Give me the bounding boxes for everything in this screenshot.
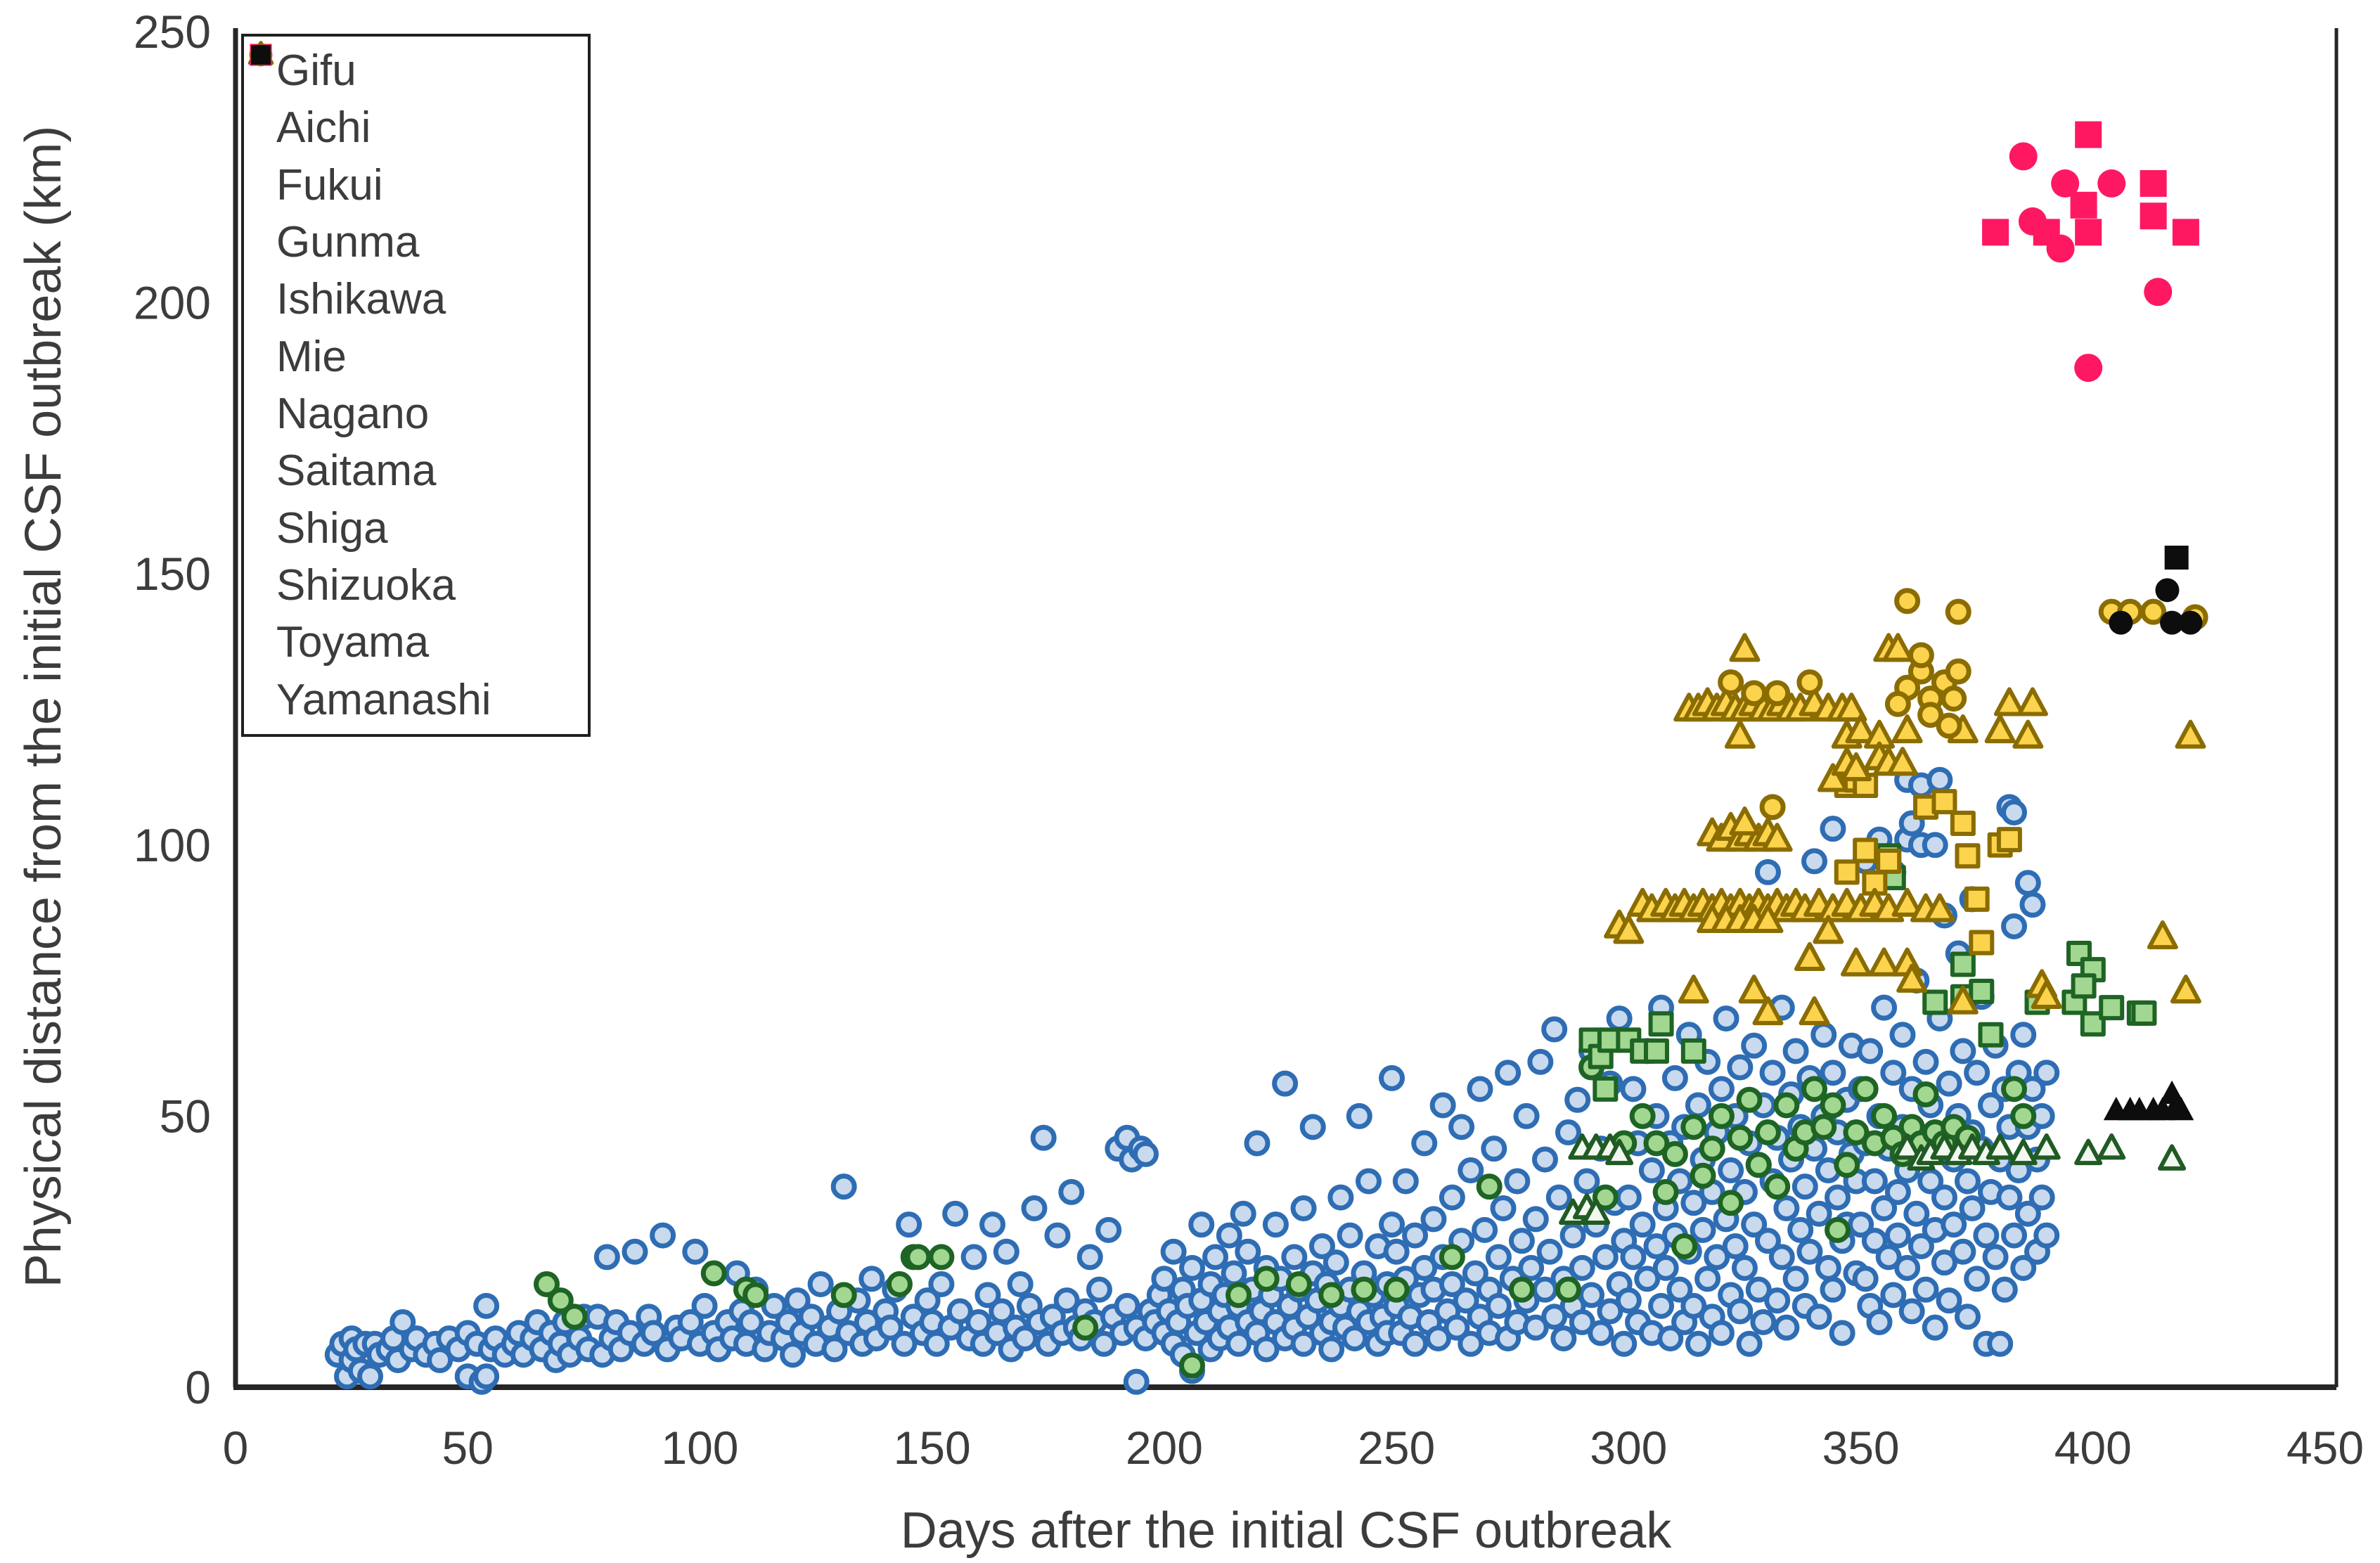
y-tick-label: 0	[185, 1361, 211, 1413]
series-toyama	[1718, 588, 2208, 821]
series-yamanashi	[2164, 546, 2189, 570]
series-aichi	[533, 1054, 2037, 1379]
legend-label: Aichi	[276, 103, 371, 153]
legend-item-ishikawa: Ishikawa	[244, 44, 588, 328]
legend-label: Mie	[276, 332, 347, 381]
legend-label: Ishikawa	[276, 275, 446, 324]
legend-item-yamanashi: Yamanashi	[244, 45, 588, 728]
legend-item-mie: Mie	[244, 41, 588, 385]
x-tick-label: 150	[894, 1422, 971, 1474]
legend-label: Toyama	[276, 618, 430, 667]
legend-item-fukui: Fukui	[244, 44, 588, 213]
series-shizuoka	[2109, 578, 2203, 635]
series-gifu	[324, 766, 2060, 1395]
series-nagano	[1604, 633, 2206, 1026]
legend-label: Fukui	[276, 160, 383, 210]
series-saitama	[1982, 121, 2199, 246]
y-tick-label: 150	[134, 548, 211, 600]
series-fukui	[1578, 843, 2157, 1102]
legend-item-saitama: Saitama	[244, 44, 588, 499]
y-tick-label: 50	[160, 1090, 211, 1142]
y-tick-label: 200	[134, 277, 211, 329]
legend-item-toyama: Toyama	[244, 44, 588, 671]
series-gunma	[2009, 142, 2173, 382]
x-tick-label: 50	[442, 1422, 494, 1474]
x-tick-label: 100	[661, 1422, 738, 1474]
y-axis-title: Physical distance from the initial CSF o…	[15, 125, 72, 1288]
legend-item-gunma: Gunma	[244, 43, 588, 271]
x-axis-title: Days after the initial CSF outbreak	[900, 1503, 1672, 1559]
x-tick-label: 0	[223, 1422, 249, 1474]
series-shiga	[2103, 1080, 2194, 1121]
x-tick-label: 300	[1590, 1422, 1667, 1474]
legend-item-shizuoka: Shizuoka	[244, 45, 588, 614]
legend-item-shiga: Shiga	[244, 43, 588, 556]
legend-item-aichi: Aichi	[244, 44, 588, 156]
yamanashi-marker-icon	[251, 45, 271, 65]
x-tick-label: 450	[2286, 1422, 2364, 1474]
legend-label: Yamanashi	[276, 675, 491, 724]
legend-label: Gunma	[276, 218, 420, 267]
legend-item-gifu: Gifu	[244, 43, 588, 99]
x-tick-label: 350	[1822, 1422, 1899, 1474]
y-tick-label: 100	[134, 819, 211, 871]
legend-label: Shizuoka	[276, 561, 456, 610]
legend-label: Saitama	[276, 446, 437, 496]
legend-label: Shiga	[276, 503, 388, 553]
legend: Gifu Aichi Fukui Gunma Ishikawa Mie Nagano Sait…	[241, 34, 591, 737]
legend-label: Nagano	[276, 390, 430, 439]
x-tick-label: 250	[1358, 1422, 1435, 1474]
series-mie	[1559, 1133, 2187, 1225]
x-tick-label: 400	[2054, 1422, 2132, 1474]
series-ishikawa	[1834, 767, 2022, 956]
legend-label: Gifu	[276, 46, 356, 96]
y-tick-label: 250	[134, 6, 211, 58]
x-tick-label: 200	[1126, 1422, 1203, 1474]
legend-item-nagano: Nagano	[244, 41, 588, 442]
